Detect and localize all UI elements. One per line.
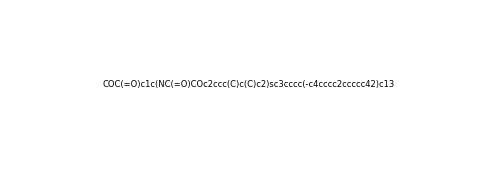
Text: COC(=O)c1c(NC(=O)COc2ccc(C)c(C)c2)sc3cccc(-c4cccc2ccccc42)c13: COC(=O)c1c(NC(=O)COc2ccc(C)c(C)c2)sc3ccc… <box>102 80 395 89</box>
